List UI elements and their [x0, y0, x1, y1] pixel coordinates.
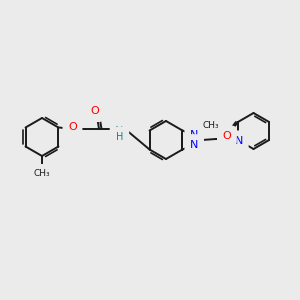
Text: O: O: [90, 106, 99, 116]
Text: CH₃: CH₃: [34, 169, 50, 178]
Text: O: O: [68, 122, 77, 133]
Text: CH₃: CH₃: [203, 121, 220, 130]
Text: H: H: [116, 131, 123, 142]
Text: N: N: [190, 140, 198, 150]
Text: N: N: [115, 125, 124, 136]
Text: N: N: [190, 130, 198, 140]
Text: O: O: [223, 131, 231, 141]
Text: N: N: [235, 136, 243, 146]
